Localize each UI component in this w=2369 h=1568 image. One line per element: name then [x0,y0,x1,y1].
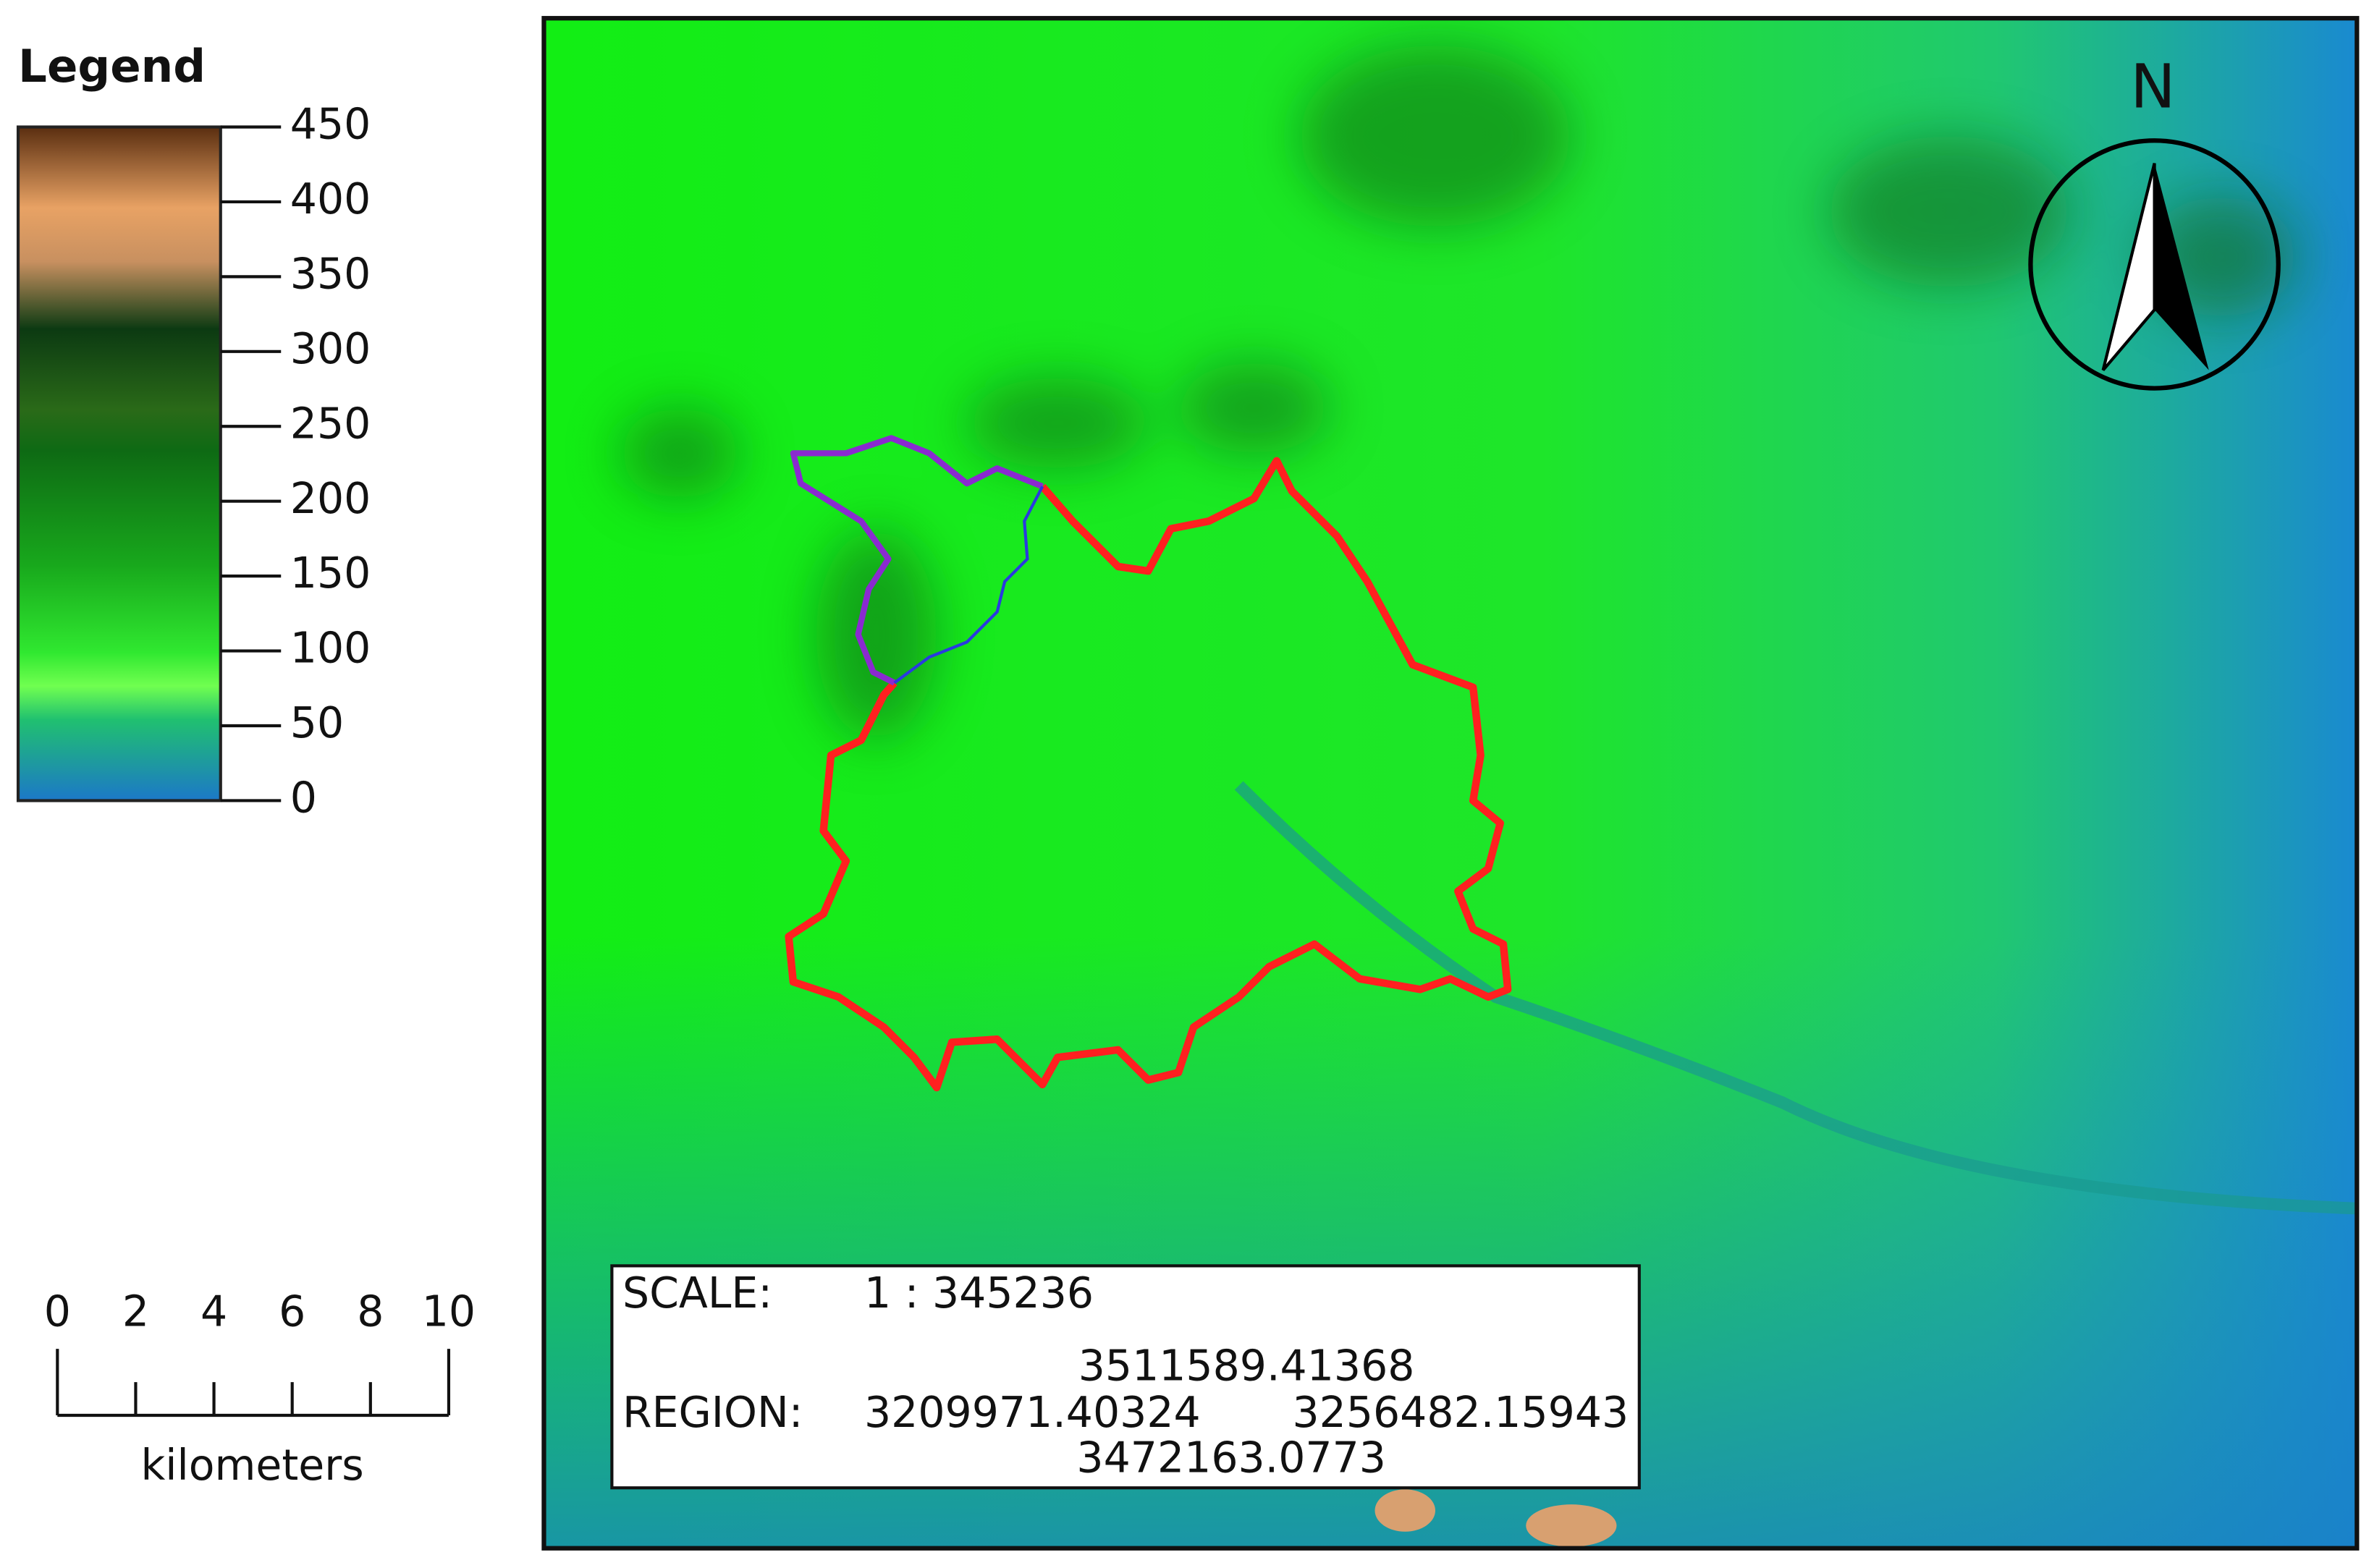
legend-tick-label: 150 [290,548,371,598]
subbasin-divide [893,486,1044,685]
legend-title: Legend [18,40,206,93]
scale-tick-label: 0 [44,1287,71,1336]
region-north: 3511589.41368 [1078,1341,1415,1390]
legend-tick-label: 100 [290,624,371,673]
region-east: 3256482.15943 [1292,1388,1629,1437]
scale-tick-label: 6 [279,1287,305,1336]
region-west: 3209971.40324 [864,1388,1201,1437]
legend-tick-label: 450 [290,100,371,149]
north-arrow: N [2028,51,2281,391]
legend-tick-label: 300 [290,324,371,373]
region-south: 3472163.0773 [1076,1433,1386,1483]
region-label: REGION: [622,1388,803,1437]
legend-tick-label: 250 [290,399,371,448]
info-box [610,1264,1641,1490]
legend-tick-label: 200 [290,474,371,523]
watershed-boundary [785,457,1512,1092]
subbasin-boundary [790,435,1044,686]
map-frame [541,16,2360,1551]
legend-tick-label: 350 [290,249,371,298]
legend-ticks: 0 50 100 150 200 250 300 350 400 450 [220,100,371,823]
legend-tick-label: 400 [290,174,371,224]
scale-unit: kilometers [140,1441,363,1490]
scale-bar: 0 2 4 6 8 10 [44,1287,476,1417]
scale-tick-label: 2 [122,1287,149,1336]
legend-tick-label: 0 [290,774,317,823]
scale-label: SCALE: [622,1268,772,1318]
north-label: N [2130,51,2175,122]
scale-tick-label: 4 [200,1287,227,1336]
scale-tick-label: 10 [422,1287,476,1336]
legend-tick-label: 50 [290,698,344,747]
legend-colorbar [16,125,222,802]
scale-tick-label: 8 [357,1287,384,1336]
scale-value: 1 : 345236 [864,1268,1094,1318]
